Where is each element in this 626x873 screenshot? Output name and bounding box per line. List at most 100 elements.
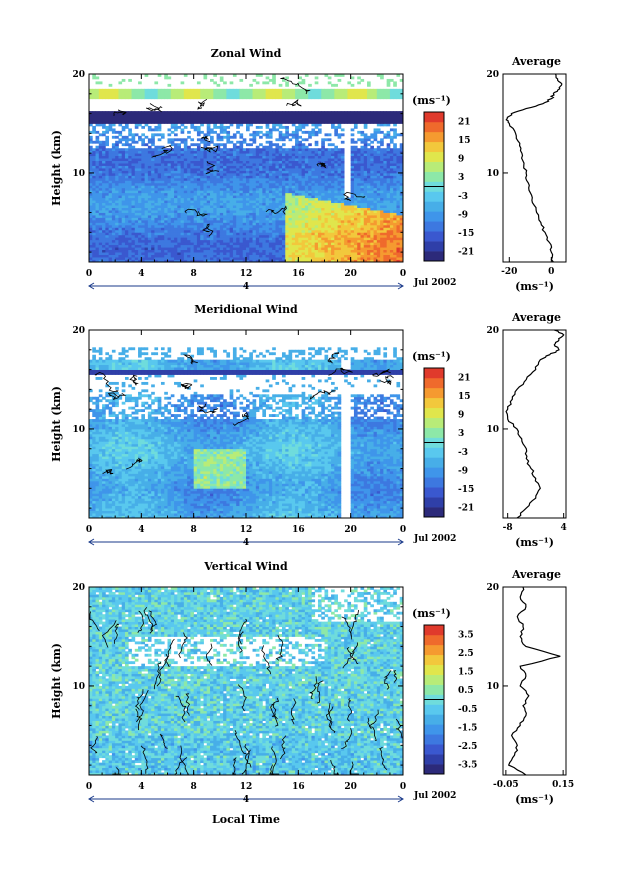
heatmap-cell [249, 175, 253, 179]
heatmap-cell [128, 190, 132, 194]
heatmap-cell [147, 244, 152, 248]
heatmap-cell [141, 229, 145, 233]
heatmap-cell [121, 212, 126, 216]
heatmap-cell [108, 215, 113, 218]
heatmap-cell [304, 155, 309, 159]
heatmap-cell [268, 210, 273, 213]
heatmap-cell [223, 187, 227, 191]
heatmap-cell [262, 163, 267, 166]
heatmap-cell [255, 222, 260, 226]
heatmap-cell [105, 180, 110, 184]
heatmap-cell [174, 170, 178, 174]
heatmap-cell [327, 138, 332, 142]
heatmap-cell [219, 123, 224, 127]
heatmap-cell [281, 249, 286, 253]
heatmap-cell [118, 202, 123, 206]
heatmap-cell [200, 192, 204, 196]
heatmap-cell [363, 217, 368, 221]
heatmap-cell [334, 190, 338, 194]
heatmap-cell [268, 249, 273, 253]
heatmap-cell [226, 252, 231, 255]
heatmap-cell [144, 239, 149, 243]
heatmap-cell [177, 180, 181, 184]
heatmap-cell [393, 195, 397, 199]
heatmap-cell [144, 219, 149, 223]
heatmap-cell [399, 185, 404, 189]
heatmap-cell [124, 227, 129, 231]
heatmap-cell [170, 170, 175, 174]
heatmap-cell [321, 197, 325, 201]
heatmap-cell [298, 165, 302, 169]
heatmap-cell [141, 252, 145, 255]
heatmap-cell [252, 133, 257, 137]
heatmap-cell [399, 187, 404, 191]
heatmap-cell [167, 210, 172, 213]
heatmap-cell [151, 205, 155, 208]
heatmap-cell [190, 165, 195, 169]
heatmap-cell [383, 202, 388, 206]
heatmap-cell [118, 192, 123, 196]
heatmap-cell [102, 170, 106, 174]
heatmap-cell [350, 229, 355, 233]
heatmap-cell [363, 237, 368, 241]
heatmap-cell [376, 254, 381, 258]
heatmap-cell [232, 160, 237, 164]
heatmap-cell [213, 247, 217, 251]
heatmap-cell [226, 118, 231, 122]
heatmap-cell [167, 222, 172, 226]
heatmap-cell [314, 133, 319, 137]
heatmap-cell [147, 202, 152, 206]
heatmap-cell [334, 252, 338, 255]
heatmap-cell [246, 190, 250, 194]
heatmap-cell [285, 232, 289, 236]
heatmap-cell [177, 187, 181, 191]
heatmap-cell [174, 163, 178, 166]
heatmap-cell [183, 121, 188, 124]
heatmap-cell [314, 125, 319, 129]
heatmap-cell [324, 155, 329, 159]
heatmap-cell [160, 197, 165, 201]
heatmap-cell [317, 254, 322, 258]
heatmap-cell [174, 202, 178, 206]
heatmap-cell [216, 207, 221, 211]
heatmap-cell [383, 175, 388, 179]
heatmap-cell [334, 239, 338, 243]
heatmap-cell [285, 153, 289, 157]
heatmap-cell [239, 224, 244, 228]
heatmap-cell [229, 257, 234, 260]
heatmap-cell [196, 125, 201, 129]
heatmap-cell [288, 207, 293, 211]
heatmap-cell [288, 187, 293, 191]
heatmap-cell [252, 234, 257, 238]
heatmap-cell [154, 229, 159, 233]
heatmap-cell [350, 259, 355, 263]
heatmap-cell [154, 237, 159, 241]
heatmap-cell [108, 219, 113, 223]
heatmap-cell [102, 210, 106, 213]
heatmap-cell [393, 200, 397, 204]
heatmap-cell [232, 155, 237, 159]
heatmap-cell [350, 172, 355, 176]
heatmap-cell [92, 202, 96, 206]
heatmap-cell [183, 172, 188, 176]
heatmap-cell [95, 257, 100, 260]
heatmap-cell [167, 128, 172, 132]
heatmap-cell [324, 254, 329, 258]
heatmap-cell [242, 254, 247, 258]
heatmap-cell [174, 128, 178, 132]
heatmap-cell [308, 227, 312, 231]
heatmap-cell [340, 197, 345, 201]
heatmap-cell [196, 244, 201, 248]
heatmap-cell [180, 234, 185, 238]
heatmap-cell [246, 244, 250, 248]
heatmap-cell [278, 259, 283, 263]
heatmap-cell [308, 187, 312, 191]
heatmap-cell [124, 150, 129, 154]
heatmap-cell [386, 160, 391, 164]
heatmap-cell [108, 155, 113, 159]
heatmap-cell [89, 252, 93, 255]
heatmap-cell [138, 217, 142, 221]
heatmap-cell [196, 232, 201, 236]
heatmap-cell [210, 224, 214, 228]
heatmap-cell [376, 160, 381, 164]
